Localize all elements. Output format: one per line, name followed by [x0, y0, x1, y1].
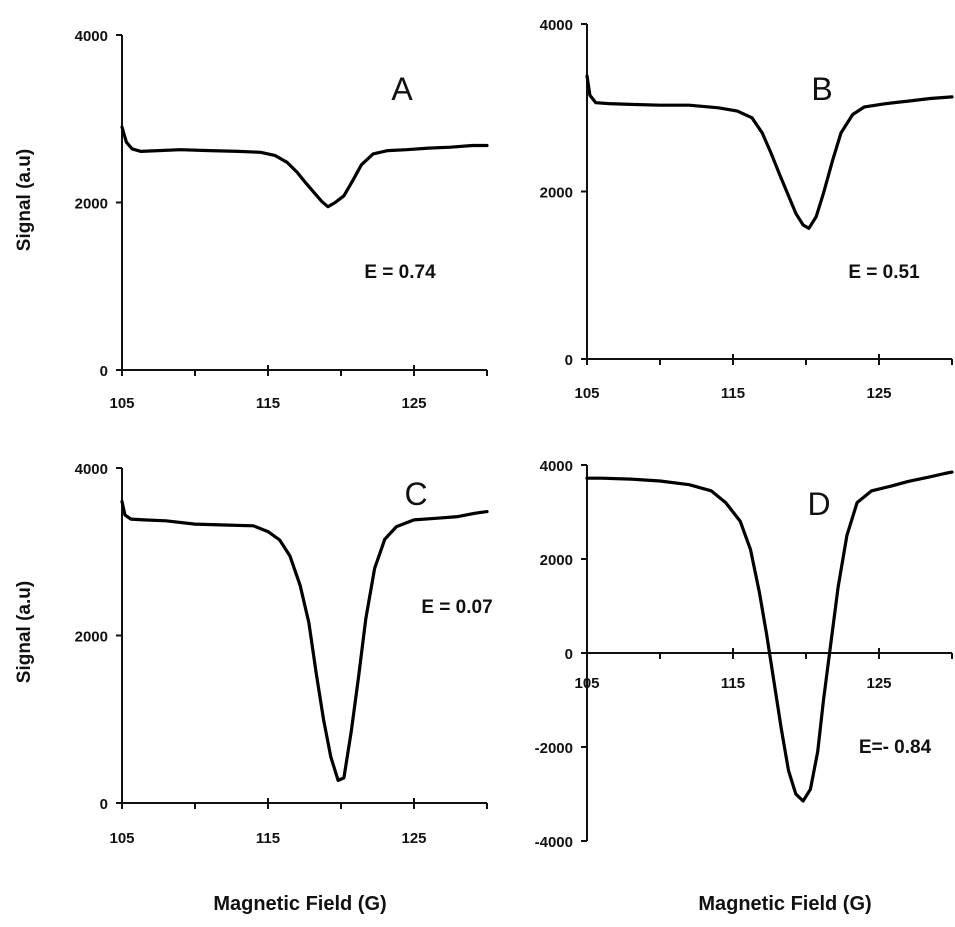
- panel-letter-a: A: [391, 71, 413, 107]
- x-tick-label-d: 125: [866, 675, 891, 692]
- y-tick-label-d: 0: [565, 646, 573, 663]
- x-tick-label-c: 105: [109, 830, 134, 847]
- y-tick-label-c: 2000: [75, 629, 108, 646]
- y-tick-label-b: 2000: [540, 185, 573, 202]
- x-tick-label-b: 115: [721, 385, 745, 402]
- panel-a: 0 2000 4000 105 115 125 A E = 0.74: [75, 28, 489, 412]
- y-tick-label-a: 4000: [75, 28, 108, 45]
- panel-c: 0 2000 4000 105 115 125 C E = 0.07: [75, 461, 493, 847]
- efficiency-annotation-a: E = 0.74: [364, 262, 436, 283]
- x-tick-label-d: 115: [721, 675, 745, 692]
- y-tick-label-a: 0: [100, 363, 108, 380]
- series-line-b: [585, 74, 954, 230]
- series-line-a: [120, 125, 489, 209]
- panel-letter-d: D: [807, 486, 830, 522]
- y-tick-label-b: 4000: [540, 17, 573, 34]
- panel-d: -4000 -2000 0 2000 4000 105 115 125 D E=- 0.84: [535, 458, 954, 851]
- x-tick-label-d: 105: [574, 675, 599, 692]
- x-tick-label-b: 125: [866, 385, 891, 402]
- panel-letter-c: C: [404, 476, 427, 512]
- efficiency-annotation-b: E = 0.51: [848, 262, 920, 283]
- y-tick-label-d: -2000: [535, 740, 573, 757]
- y-axis-label-bottom: Signal (a.u): [14, 581, 35, 683]
- panel-b: 0 2000 4000 105 115 125 B E = 0.51: [540, 17, 954, 402]
- x-tick-label-a: 125: [401, 395, 426, 412]
- x-tick-label-c: 125: [401, 830, 426, 847]
- series-line-c: [120, 499, 489, 783]
- y-tick-label-c: 0: [100, 796, 108, 813]
- x-tick-label-b: 105: [574, 385, 599, 402]
- efficiency-annotation-d: E=- 0.84: [859, 737, 932, 758]
- y-tick-label-d: 4000: [540, 458, 573, 475]
- x-tick-label-a: 105: [109, 395, 134, 412]
- y-tick-label-c: 4000: [75, 461, 108, 478]
- y-tick-label-d: 2000: [540, 552, 573, 569]
- series-line-d: [585, 470, 954, 803]
- y-tick-label-d: -4000: [535, 834, 573, 851]
- y-tick-label-a: 2000: [75, 196, 108, 213]
- x-tick-label-c: 115: [256, 830, 280, 847]
- panel-letter-b: B: [811, 71, 832, 107]
- x-axis-label-left: Magnetic Field (G): [213, 893, 386, 915]
- y-tick-label-b: 0: [565, 352, 573, 369]
- efficiency-annotation-c: E = 0.07: [421, 597, 492, 618]
- y-axis-label-top: Signal (a.u): [14, 149, 35, 251]
- x-tick-label-a: 115: [256, 395, 280, 412]
- x-axis-label-right: Magnetic Field (G): [698, 893, 871, 915]
